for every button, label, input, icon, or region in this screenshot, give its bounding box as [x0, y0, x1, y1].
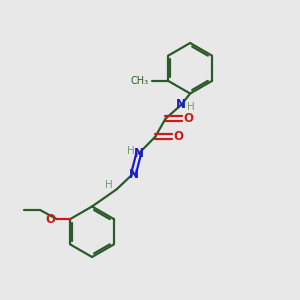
Text: O: O: [45, 213, 55, 226]
Text: N: N: [129, 169, 139, 182]
Text: H: H: [104, 180, 112, 190]
Text: N: N: [134, 147, 144, 160]
Text: CH₃: CH₃: [130, 76, 148, 86]
Text: O: O: [184, 112, 194, 125]
Text: H: H: [127, 146, 135, 156]
Text: O: O: [173, 130, 184, 143]
Text: N: N: [176, 98, 186, 111]
Text: H: H: [187, 102, 195, 112]
